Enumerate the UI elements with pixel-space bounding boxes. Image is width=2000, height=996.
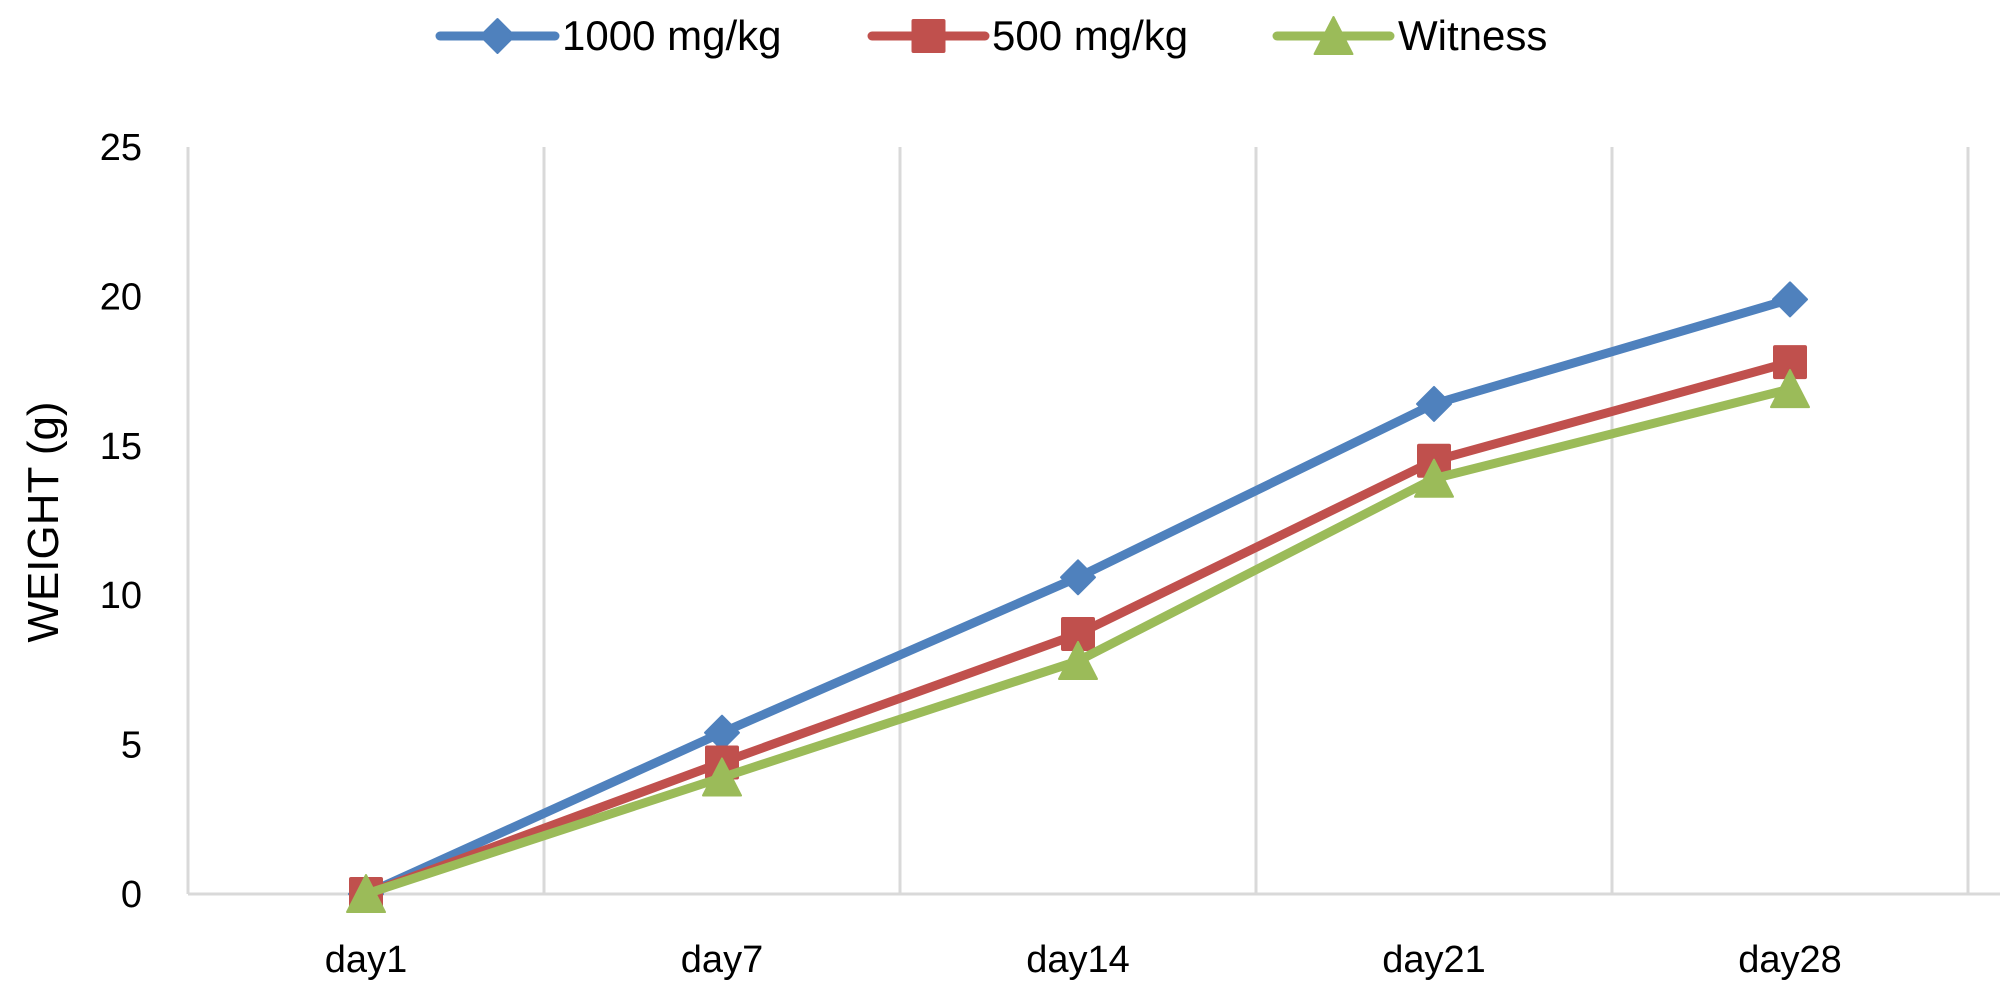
series-witness [346, 369, 1810, 914]
data-point-square [1773, 345, 1807, 380]
data-point-diamond [1416, 385, 1452, 422]
data-point-triangle [346, 874, 386, 914]
legend-marker [911, 19, 946, 53]
legend-marker-square-icon [911, 19, 946, 53]
data-point-triangle [1770, 369, 1810, 409]
series-line [361, 294, 1795, 899]
legend-marker-triangle-icon [1313, 16, 1354, 56]
data-point-triangle [702, 757, 742, 797]
x-tick-label: day1 [325, 939, 407, 981]
y-tick-label: 20 [100, 276, 142, 318]
x-tick-label: day14 [1026, 939, 1130, 981]
gridlines [186, 147, 1970, 894]
data-point-diamond [704, 714, 740, 751]
legend: 1000 mg/kg 500 mg/kg Witness [435, 12, 1547, 59]
legend-item-witness: Witness [1272, 12, 1547, 59]
x-tick-label: day7 [681, 939, 763, 981]
y-tick-labels: 0 5 10 15 20 25 [100, 127, 142, 916]
data-point-triangle [1058, 640, 1098, 680]
data-point-square [1061, 617, 1095, 652]
legend-marker-diamond-icon [479, 18, 516, 54]
legend-marker [1313, 16, 1354, 56]
legend-item-1000mg: 1000 mg/kg [435, 12, 781, 59]
y-tick-label: 5 [121, 725, 142, 767]
data-point-triangle [1414, 458, 1454, 498]
x-tick-label: day21 [1382, 939, 1486, 981]
legend-label-1000mg: 1000 mg/kg [562, 12, 781, 59]
legend-item-500mg: 500 mg/kg [867, 12, 1188, 59]
y-tick-label: 10 [100, 575, 142, 617]
x-tick-labels: day1 day7 day14 day21 day28 [325, 939, 1842, 981]
legend-label-500mg: 500 mg/kg [992, 12, 1188, 59]
legend-marker [479, 18, 516, 54]
x-tick-label: day28 [1738, 939, 1842, 981]
y-tick-label: 15 [100, 426, 142, 468]
y-tick-label: 0 [121, 874, 142, 916]
y-tick-label: 25 [100, 127, 142, 169]
data-point-diamond [1060, 559, 1096, 596]
y-axis-title: WEIGHT (g) [19, 401, 68, 642]
series-group [346, 281, 1810, 914]
data-point-diamond [1772, 281, 1808, 318]
legend-label-witness: Witness [1398, 12, 1547, 59]
